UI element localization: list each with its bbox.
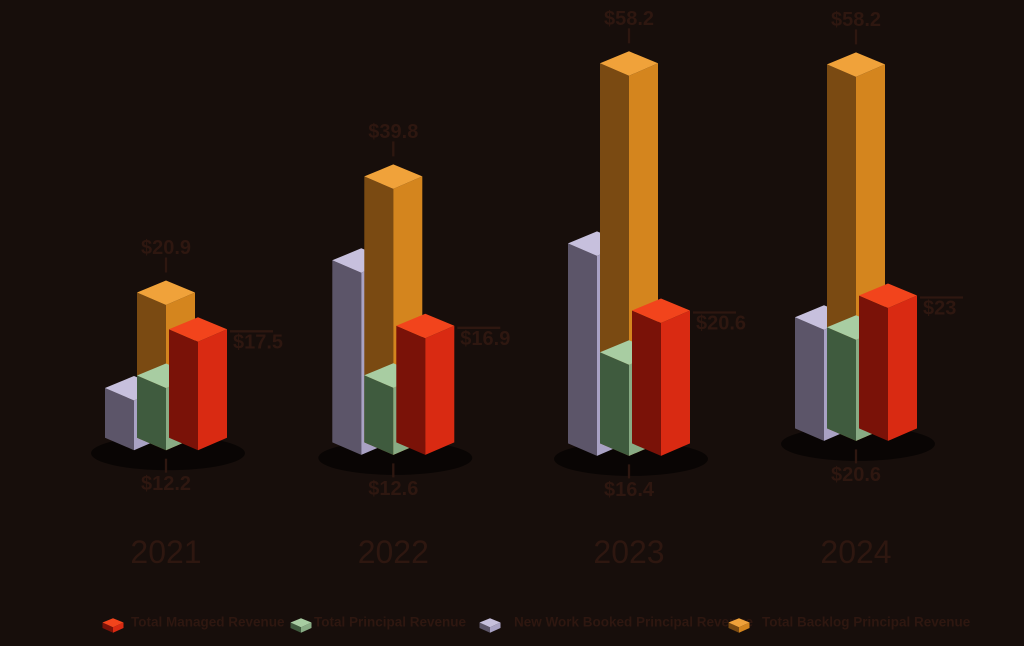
svg-text:$39.8: $39.8 xyxy=(368,121,418,143)
svg-text:2021: 2021 xyxy=(130,534,201,570)
svg-text:$17.5: $17.5 xyxy=(233,331,283,353)
svg-text:$58.2: $58.2 xyxy=(604,8,654,30)
svg-text:$20.6: $20.6 xyxy=(831,464,881,486)
svg-text:New Work Booked Principal Reve: New Work Booked Principal Revenue xyxy=(514,615,754,630)
svg-text:$20.9: $20.9 xyxy=(141,237,191,259)
svg-text:$12.2: $12.2 xyxy=(141,473,191,495)
svg-text:$16.9: $16.9 xyxy=(460,328,510,350)
svg-text:$23: $23 xyxy=(923,298,956,320)
svg-text:2023: 2023 xyxy=(593,534,664,570)
svg-text:2024: 2024 xyxy=(820,534,891,570)
svg-text:$12.6: $12.6 xyxy=(368,478,418,500)
svg-text:Total Managed Revenue: Total Managed Revenue xyxy=(131,615,285,630)
svg-text:$58.2: $58.2 xyxy=(831,9,881,31)
svg-text:2022: 2022 xyxy=(358,534,429,570)
svg-text:$16.4: $16.4 xyxy=(604,479,655,501)
svg-text:$20.6: $20.6 xyxy=(696,313,746,335)
svg-text:Total Principal Revenue: Total Principal Revenue xyxy=(314,615,467,630)
svg-text:Total Backlog Principal Revenu: Total Backlog Principal Revenue xyxy=(762,615,971,630)
